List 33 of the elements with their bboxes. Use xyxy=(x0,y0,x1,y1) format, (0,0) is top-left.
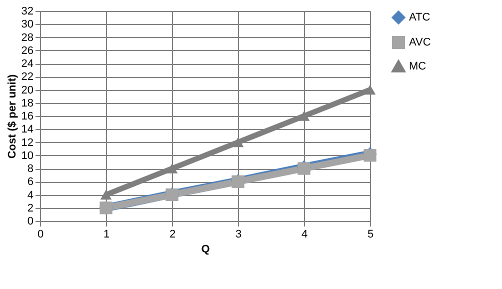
y-tick-label: 24 xyxy=(21,58,34,70)
y-tick-label: 20 xyxy=(21,84,34,96)
legend-label: ATC xyxy=(409,12,430,24)
x-tick-label: 2 xyxy=(169,228,176,240)
y-tick-label: 26 xyxy=(21,44,34,57)
legend-label: MC xyxy=(409,60,426,72)
x-tick-label: 4 xyxy=(301,228,308,240)
y-tick-label: 30 xyxy=(21,18,34,31)
y-tick-label: 16 xyxy=(21,110,34,122)
x-axis-title: Q xyxy=(201,244,210,256)
y-tick-label: 14 xyxy=(21,124,34,136)
legend-label: AVC xyxy=(409,36,431,48)
x-tick-label: 3 xyxy=(235,228,242,240)
y-tick-label: 32 xyxy=(21,6,34,18)
point xyxy=(364,84,376,95)
y-tick-label: 6 xyxy=(27,176,34,188)
x-tick-label: 0 xyxy=(37,228,44,240)
y-axis-title: Cost ($ per unit) xyxy=(6,74,18,159)
y-tick-label: 28 xyxy=(21,32,34,44)
point xyxy=(298,111,310,121)
point xyxy=(100,190,112,200)
y-tick-label: 2 xyxy=(27,202,34,214)
x-tick-label: 1 xyxy=(103,228,110,240)
y-tick-label: 10 xyxy=(21,150,34,162)
point xyxy=(232,137,244,148)
y-tick-label: 18 xyxy=(21,97,34,110)
x-tick-label: 5 xyxy=(367,228,374,240)
y-tick-label: 4 xyxy=(27,189,34,202)
point xyxy=(166,164,178,174)
y-tick-label: 22 xyxy=(21,71,34,84)
y-tick-label: 8 xyxy=(27,163,34,175)
y-tick-label: 0 xyxy=(27,216,34,228)
y-tick-label: 12 xyxy=(21,136,34,149)
